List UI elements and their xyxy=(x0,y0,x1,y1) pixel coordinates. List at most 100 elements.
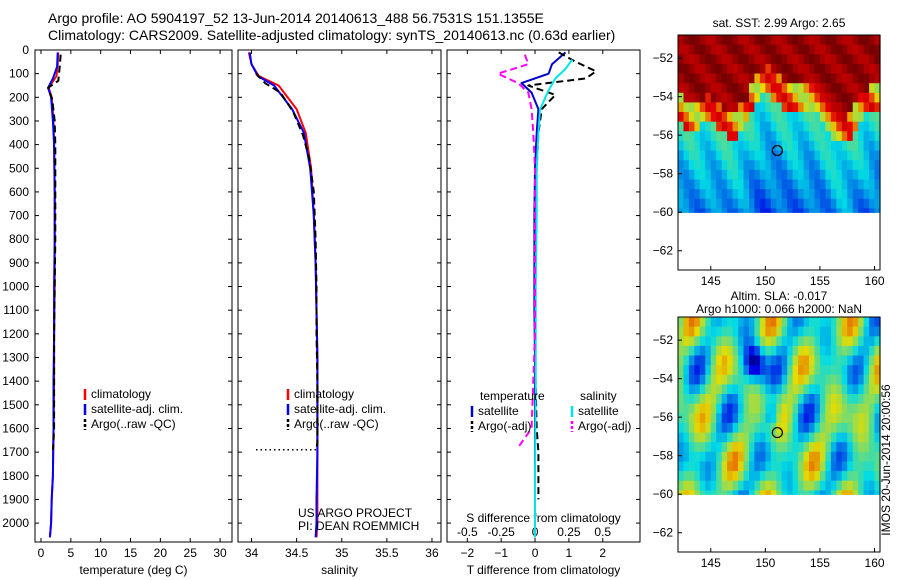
legend-entry: satellite xyxy=(478,404,519,418)
heatmap-cell xyxy=(694,83,701,94)
heatmap-cell xyxy=(770,160,777,171)
heatmap-cell xyxy=(765,140,772,152)
heatmap-cell xyxy=(727,169,734,180)
heatmap-cell xyxy=(727,131,734,142)
heatmap-cell xyxy=(732,471,739,482)
heatmap-cell xyxy=(858,480,865,491)
heatmap-cell xyxy=(694,102,701,113)
heatmap-cell xyxy=(678,102,685,113)
heatmap-cell xyxy=(716,54,723,65)
heatmap-cell xyxy=(847,160,854,171)
heatmap-cell xyxy=(858,326,865,337)
heatmap-cell xyxy=(836,317,843,328)
heatmap-cell xyxy=(683,73,690,84)
heatmap-cell xyxy=(841,355,848,366)
heatmap-cell xyxy=(765,208,772,213)
heatmap-cell xyxy=(678,179,685,190)
x-tick-label: 150 xyxy=(755,556,775,570)
heatmap-cell xyxy=(688,442,695,453)
heatmap-cell xyxy=(721,63,728,75)
heatmap-cell xyxy=(825,102,832,113)
y-tick-label: 1300 xyxy=(2,351,29,365)
heatmap-cell xyxy=(863,83,870,94)
heatmap-cell xyxy=(732,169,739,180)
legend-group-title: temperature xyxy=(480,389,545,403)
heatmap-cell xyxy=(743,179,750,190)
heatmap-cell xyxy=(694,355,701,366)
heatmap-cell xyxy=(836,403,843,414)
heatmap-cell xyxy=(819,413,826,424)
heatmap-cell xyxy=(787,432,794,443)
legend-entry: Argo(-adj) xyxy=(578,419,631,433)
heatmap-cell xyxy=(754,422,761,434)
heatmap-cell xyxy=(781,365,788,376)
heatmap-cell xyxy=(809,150,816,161)
heatmap-cell xyxy=(858,198,865,209)
heatmap-cell xyxy=(683,403,690,414)
heatmap-cell xyxy=(732,394,739,405)
heatmap-cell xyxy=(716,471,723,482)
heatmap-cell xyxy=(738,189,745,200)
heatmap-cell xyxy=(738,384,745,395)
heatmap-cell xyxy=(869,131,876,142)
heatmap-cell xyxy=(792,63,799,75)
heatmap-cell xyxy=(819,422,826,434)
heatmap-cell xyxy=(869,374,876,385)
heatmap-cell xyxy=(683,422,690,434)
heatmap-cell xyxy=(683,83,690,94)
heatmap-cell xyxy=(874,345,881,357)
heatmap-cell xyxy=(869,160,876,171)
heatmap-cell xyxy=(841,150,848,161)
heatmap-cell xyxy=(847,490,854,495)
heatmap-cell xyxy=(819,150,826,161)
heatmap-cell xyxy=(699,83,706,94)
heatmap-cell xyxy=(852,432,859,443)
heatmap-cell xyxy=(738,461,745,472)
heatmap-cell xyxy=(749,413,756,424)
heatmap-cell xyxy=(869,365,876,376)
heatmap-cell xyxy=(754,179,761,190)
x-tick-label: 2 xyxy=(599,546,606,560)
heatmap-cell xyxy=(770,121,777,132)
heatmap-cell xyxy=(858,44,865,55)
heatmap-cell xyxy=(858,394,865,405)
heatmap-cell xyxy=(688,102,695,113)
heatmap-cell xyxy=(749,140,756,152)
heatmap-cell xyxy=(852,480,859,491)
heatmap-cell xyxy=(759,208,766,213)
heatmap-cell xyxy=(688,44,695,55)
heatmap-cell xyxy=(716,317,723,328)
heatmap-cell xyxy=(754,92,761,103)
heatmap-cell xyxy=(803,355,810,366)
heatmap-cell xyxy=(754,44,761,55)
heatmap-cell xyxy=(781,432,788,443)
heatmap-cell xyxy=(809,490,816,495)
heatmap-cell xyxy=(787,169,794,180)
heatmap-cell xyxy=(874,432,881,443)
imos-watermark: IMOS 20-Jun-2014 20:00:56 xyxy=(879,384,893,536)
heatmap-cell xyxy=(809,198,816,209)
heatmap-cell xyxy=(781,384,788,395)
heatmap-cell xyxy=(705,317,712,328)
heatmap-cell xyxy=(836,160,843,171)
heatmap-cell xyxy=(825,374,832,385)
heatmap-cell xyxy=(803,112,810,123)
heatmap-cell xyxy=(705,394,712,405)
heatmap-cell xyxy=(863,140,870,152)
heatmap-cell xyxy=(727,112,734,123)
heatmap-cell xyxy=(770,112,777,123)
heatmap-cell xyxy=(852,160,859,171)
heatmap-cell xyxy=(830,140,837,152)
heatmap-cell xyxy=(809,432,816,443)
heatmap-cell xyxy=(814,471,821,482)
heatmap-cell xyxy=(776,102,783,113)
heatmap-cell xyxy=(738,92,745,103)
heatmap-cell xyxy=(732,451,739,462)
heatmap-cell xyxy=(694,326,701,337)
heatmap-cell xyxy=(765,480,772,491)
y-tick-label: 1600 xyxy=(2,421,29,435)
heatmap-cell xyxy=(716,326,723,337)
heatmap-cell xyxy=(830,73,837,84)
heatmap-cell xyxy=(683,140,690,152)
heatmap-cell xyxy=(863,451,870,462)
